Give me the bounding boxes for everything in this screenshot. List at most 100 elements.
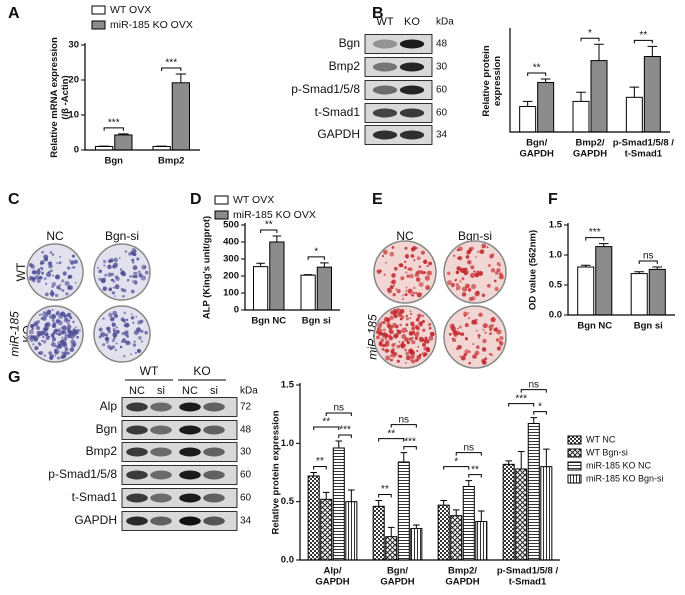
colony [468, 317, 471, 320]
significance-label: *** [339, 425, 351, 436]
colony [417, 345, 420, 348]
colony [52, 326, 55, 328]
colony [399, 263, 404, 268]
x-tick-label: p-Smad1/5/8 / [497, 566, 559, 577]
blot-band [179, 470, 201, 480]
colony [428, 261, 432, 266]
colony [394, 333, 399, 338]
colony [124, 330, 128, 334]
colony [56, 285, 61, 290]
colony [411, 359, 416, 364]
significance-bracket [633, 39, 653, 44]
colony [125, 340, 130, 346]
colony [499, 272, 503, 276]
significance-bracket [533, 411, 547, 415]
y-axis-label: expression [492, 56, 503, 106]
colony [467, 255, 470, 258]
colony [416, 256, 421, 261]
colony [57, 332, 61, 336]
kda-label: 60 [436, 85, 448, 96]
lane-label: si [210, 385, 218, 397]
significance-bracket [313, 466, 327, 470]
error-bar [272, 235, 282, 242]
colony [111, 339, 115, 343]
colony [110, 316, 115, 321]
colony [58, 314, 64, 319]
colony [123, 355, 126, 358]
blot-row-label: Bgn [96, 422, 117, 436]
colony [48, 265, 52, 269]
colony [120, 268, 123, 271]
colony [496, 329, 502, 335]
colony [422, 328, 426, 332]
colony [119, 345, 123, 349]
colony [54, 348, 57, 352]
colony [32, 343, 35, 346]
bar [595, 246, 613, 316]
colony [51, 285, 54, 289]
colony [106, 326, 111, 331]
colony [78, 329, 81, 332]
colony [468, 361, 472, 365]
colony [469, 272, 476, 278]
colony [405, 351, 410, 356]
colony [376, 335, 380, 340]
colony [409, 317, 412, 320]
error-bar [440, 500, 447, 506]
significance-bracket [307, 256, 325, 260]
colony [126, 330, 129, 333]
colony [122, 288, 127, 293]
colony [488, 324, 494, 330]
colony [113, 337, 116, 340]
colony [402, 341, 405, 344]
colony [383, 273, 386, 276]
bar [372, 505, 385, 561]
colony [458, 325, 462, 329]
bar [307, 475, 320, 561]
y-tick-label: 1.0 [549, 250, 562, 261]
colony [102, 343, 106, 347]
significance-bracket [580, 37, 600, 42]
colony [375, 330, 380, 334]
colony [61, 289, 65, 292]
colony [130, 353, 132, 356]
group-label: KO [193, 364, 210, 378]
significance-label: ns [643, 251, 654, 262]
legend-swatch [91, 20, 106, 30]
axes [84, 43, 200, 151]
colony [494, 286, 499, 292]
colony [115, 342, 118, 345]
x-tick-label: GAPDH [520, 149, 554, 160]
error-bar [576, 91, 586, 102]
colony [482, 338, 487, 344]
colony [76, 335, 79, 339]
colony [51, 337, 57, 342]
colony [476, 270, 479, 274]
error-bar [303, 274, 313, 276]
plate-column-label: Bgn-si [105, 229, 139, 243]
colony [40, 339, 43, 342]
colony [455, 270, 460, 275]
blot-band [150, 493, 172, 503]
colony [399, 354, 403, 358]
bar [648, 268, 666, 316]
bar [316, 266, 332, 311]
colony [418, 281, 424, 287]
colony [471, 354, 476, 359]
significance-label: ** [322, 417, 330, 428]
error-bar [594, 43, 604, 61]
colony [388, 335, 394, 341]
colony [411, 339, 416, 345]
colony [482, 328, 485, 331]
panel-letter: D [190, 191, 202, 208]
x-tick-label: Bmp2 [158, 156, 184, 167]
plate [443, 305, 507, 369]
colony [405, 314, 408, 318]
colony [108, 312, 113, 318]
colony [392, 292, 396, 297]
error-bar [400, 452, 408, 462]
error-bar [256, 262, 265, 267]
significance-bracket [161, 67, 182, 72]
blot-row-label: p-Smad1/5/8 [48, 467, 117, 481]
colony [453, 330, 456, 333]
